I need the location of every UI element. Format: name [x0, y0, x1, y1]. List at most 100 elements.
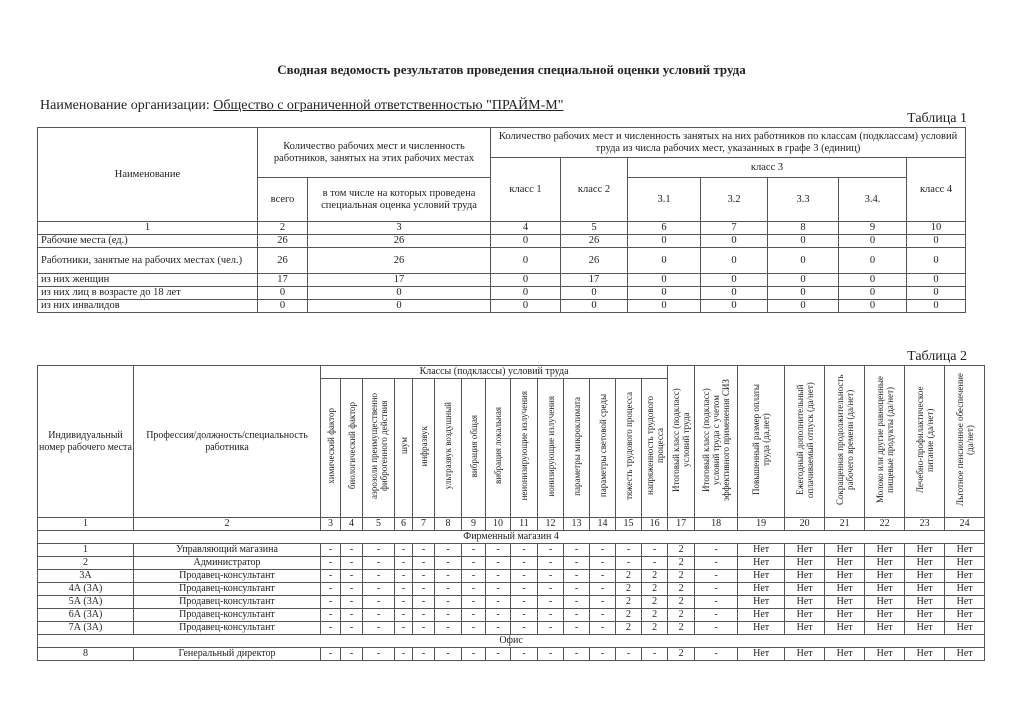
cell: - — [461, 543, 486, 557]
cell: - — [563, 569, 590, 583]
cell: Нет — [944, 556, 986, 570]
cell: 0 — [838, 247, 908, 274]
header-outcome-label: Льготное пенсионное обеспечение (да/нет) — [954, 373, 975, 506]
cell: - — [394, 621, 413, 635]
cell: Нет — [737, 621, 786, 635]
header-factor: аэрозоли преимущественно фиброгенного де… — [362, 378, 395, 518]
cell: 17 — [257, 273, 308, 287]
cell: Нет — [944, 582, 986, 596]
column-number: 14 — [589, 517, 616, 531]
cell: - — [694, 582, 739, 596]
cell: - — [510, 556, 538, 570]
header-factor-label: шум — [398, 437, 409, 455]
column-number: 17 — [667, 517, 696, 531]
table-row: 8 Генеральный директор - - - - - - - - - - - - - -2- Нет… — [37, 647, 986, 661]
cell: 0 — [838, 286, 908, 300]
cell: Нет — [784, 608, 826, 622]
cell: 26 — [560, 247, 629, 274]
cell: - — [563, 556, 590, 570]
cell: 0 — [906, 299, 967, 313]
table-row: из них лиц в возрасте до 18 лет 0 0 0 0 0 0 0 0 0 — [37, 286, 967, 300]
cell: - — [412, 621, 435, 635]
cell: - — [362, 556, 395, 570]
cell: Нет — [944, 621, 986, 635]
cell: - — [461, 569, 486, 583]
column-number: 22 — [864, 517, 906, 531]
cell: - — [589, 582, 616, 596]
cell: - — [434, 608, 462, 622]
cell: - — [537, 647, 564, 661]
cell: - — [394, 608, 413, 622]
row-label: из них лиц в возрасте до 18 лет — [37, 286, 258, 300]
cell: - — [320, 569, 341, 583]
cell: - — [640, 647, 669, 661]
cell: Нет — [824, 543, 866, 557]
column-numbers-row: 1 2 3 4 5 6 7 8 9 10 11 12 13 14 15 16 17 18 19 20 21 22 23 24 — [37, 517, 986, 531]
cell: 2 — [640, 582, 669, 596]
column-number: 9 — [461, 517, 486, 531]
workplaces-table: Индивидуальный номер рабочего места Профе… — [36, 365, 986, 661]
table-row: 5А (3А) Продавец-консультант - - - - - - - - - - - -2… — [37, 595, 986, 609]
column-number: 5 — [560, 221, 629, 235]
header-outcome-label: Повышенный размер оплаты труда (да,нет) — [751, 384, 772, 495]
cell: - — [510, 543, 538, 557]
cell: - — [485, 621, 511, 635]
document-title: Сводная ведомость результатов проведения… — [277, 62, 746, 77]
summary-table: Наименование Количество рабочих мест и чи… — [37, 127, 967, 313]
column-number: 20 — [784, 517, 826, 531]
cell: - — [694, 556, 739, 570]
cell: Нет — [904, 647, 946, 661]
header-count: Количество рабочих мест и численность ра… — [256, 127, 492, 178]
cell: 4А (3А) — [37, 582, 134, 596]
cell: - — [320, 608, 341, 622]
cell: - — [563, 608, 590, 622]
cell: 17 — [560, 273, 629, 287]
cell: 2 — [667, 647, 696, 661]
cell: - — [362, 647, 395, 661]
cell: 0 — [490, 247, 562, 274]
cell: - — [563, 595, 590, 609]
organization-name: Общество с ограниченной ответственностью… — [213, 98, 564, 113]
cell: 2 — [640, 621, 669, 635]
cell: 2 — [37, 556, 134, 570]
column-number: 7 — [412, 517, 435, 531]
table1-label: Таблица 1 — [907, 111, 967, 126]
cell: - — [589, 595, 616, 609]
cell: 0 — [767, 273, 840, 287]
cell: - — [362, 621, 395, 635]
cell: Нет — [864, 582, 906, 596]
cell: - — [340, 543, 363, 557]
cell: 26 — [257, 247, 308, 274]
header-factor-label: параметры световой среды — [597, 394, 608, 498]
cell: Нет — [944, 543, 986, 557]
header-factor: вибрация общая — [461, 378, 486, 518]
cell: - — [694, 543, 739, 557]
column-numbers-row: 1 2 3 4 5 6 7 8 9 10 — [37, 221, 967, 235]
header-id: Индивидуальный номер рабочего места — [37, 365, 134, 518]
column-number: 3 — [306, 221, 492, 235]
header-outcome: Ежегодный дополнительный оплачиваемый от… — [784, 365, 826, 518]
column-number: 11 — [510, 517, 538, 531]
header-factor: биологический фактор — [340, 378, 363, 518]
cell: - — [434, 595, 462, 609]
column-number: 8 — [434, 517, 462, 531]
cell: - — [537, 569, 564, 583]
cell: - — [589, 647, 616, 661]
header-class1: класс 1 — [490, 157, 562, 222]
cell: Нет — [864, 647, 906, 661]
header-profession: Профессия/должность/специальность работн… — [133, 365, 321, 518]
cell: Нет — [737, 556, 786, 570]
cell: - — [694, 621, 739, 635]
cell: - — [640, 543, 669, 557]
cell: 7А (3А) — [37, 621, 134, 635]
cell: 2 — [615, 569, 642, 583]
cell: - — [563, 647, 590, 661]
organization-line: Наименование организации: Общество с огр… — [40, 98, 563, 114]
cell: - — [485, 608, 511, 622]
cell: 0 — [838, 234, 908, 248]
header-factor-label: вибрация общая — [468, 414, 479, 478]
section-row: Офис — [36, 634, 986, 648]
header-factor: вибрация локальная — [485, 378, 511, 518]
cell: 0 — [490, 234, 562, 248]
header-sub: 3.2 — [700, 177, 769, 222]
